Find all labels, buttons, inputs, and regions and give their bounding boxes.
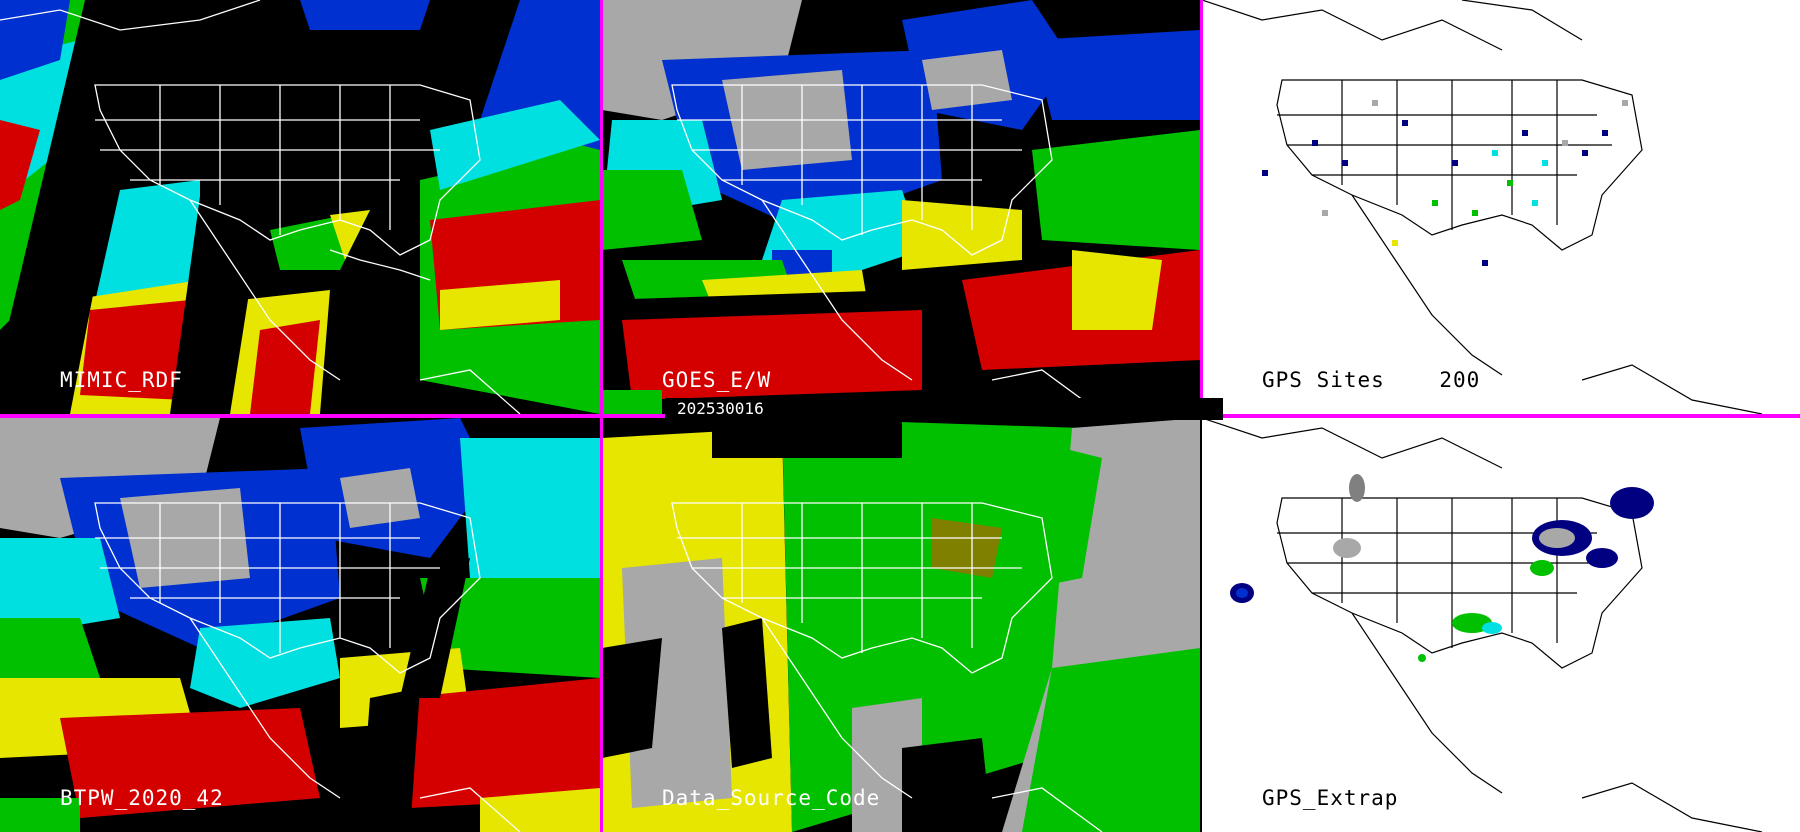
precipitable-water-field [0,0,600,414]
swath-gaps [360,558,470,832]
vertical-divider-right [1200,0,1203,418]
btpw-panel: BTPW_2020_42 [0,418,600,832]
gps-extrap-panel: GPS_Extrap [1202,418,1800,832]
precipitable-water-field [602,0,1200,414]
gps-site-markers [1262,100,1628,266]
btpw-map [0,418,600,832]
goes-ew-map [602,0,1200,414]
swath-gaps [602,418,992,832]
political-boundaries [0,0,521,414]
political-boundaries [1202,0,1763,414]
data-source-code-map [602,418,1200,832]
timestamp-label: 202530016 [665,398,1223,420]
panel-label: BTPW_2020_42 [60,786,224,810]
data-source-code-panel: Data_Source_Code [602,418,1200,832]
goes-ew-panel: GOES_E/W [602,0,1200,414]
panel-label: Data_Source_Code [662,786,881,810]
panel-label: GPS_Extrap [1262,786,1399,810]
mimic-rdf-panel: MIMIC_RDF [0,0,600,414]
panel-label: MIMIC_RDF [60,368,183,392]
precipitable-water-field [0,418,600,832]
gps-sites-map [1202,0,1763,414]
panel-label: GOES_E/W [662,368,772,392]
panel-label: GPS Sites 200 [1262,368,1481,392]
political-boundaries [671,502,1103,832]
political-boundaries [94,502,521,832]
gps-extrap-map [1202,418,1763,832]
mimic-rdf-map [0,0,600,414]
extrapolated-blobs [1230,474,1654,662]
gps-sites-panel: GPS Sites 200 [1202,0,1800,414]
data-source-field [602,418,1200,832]
